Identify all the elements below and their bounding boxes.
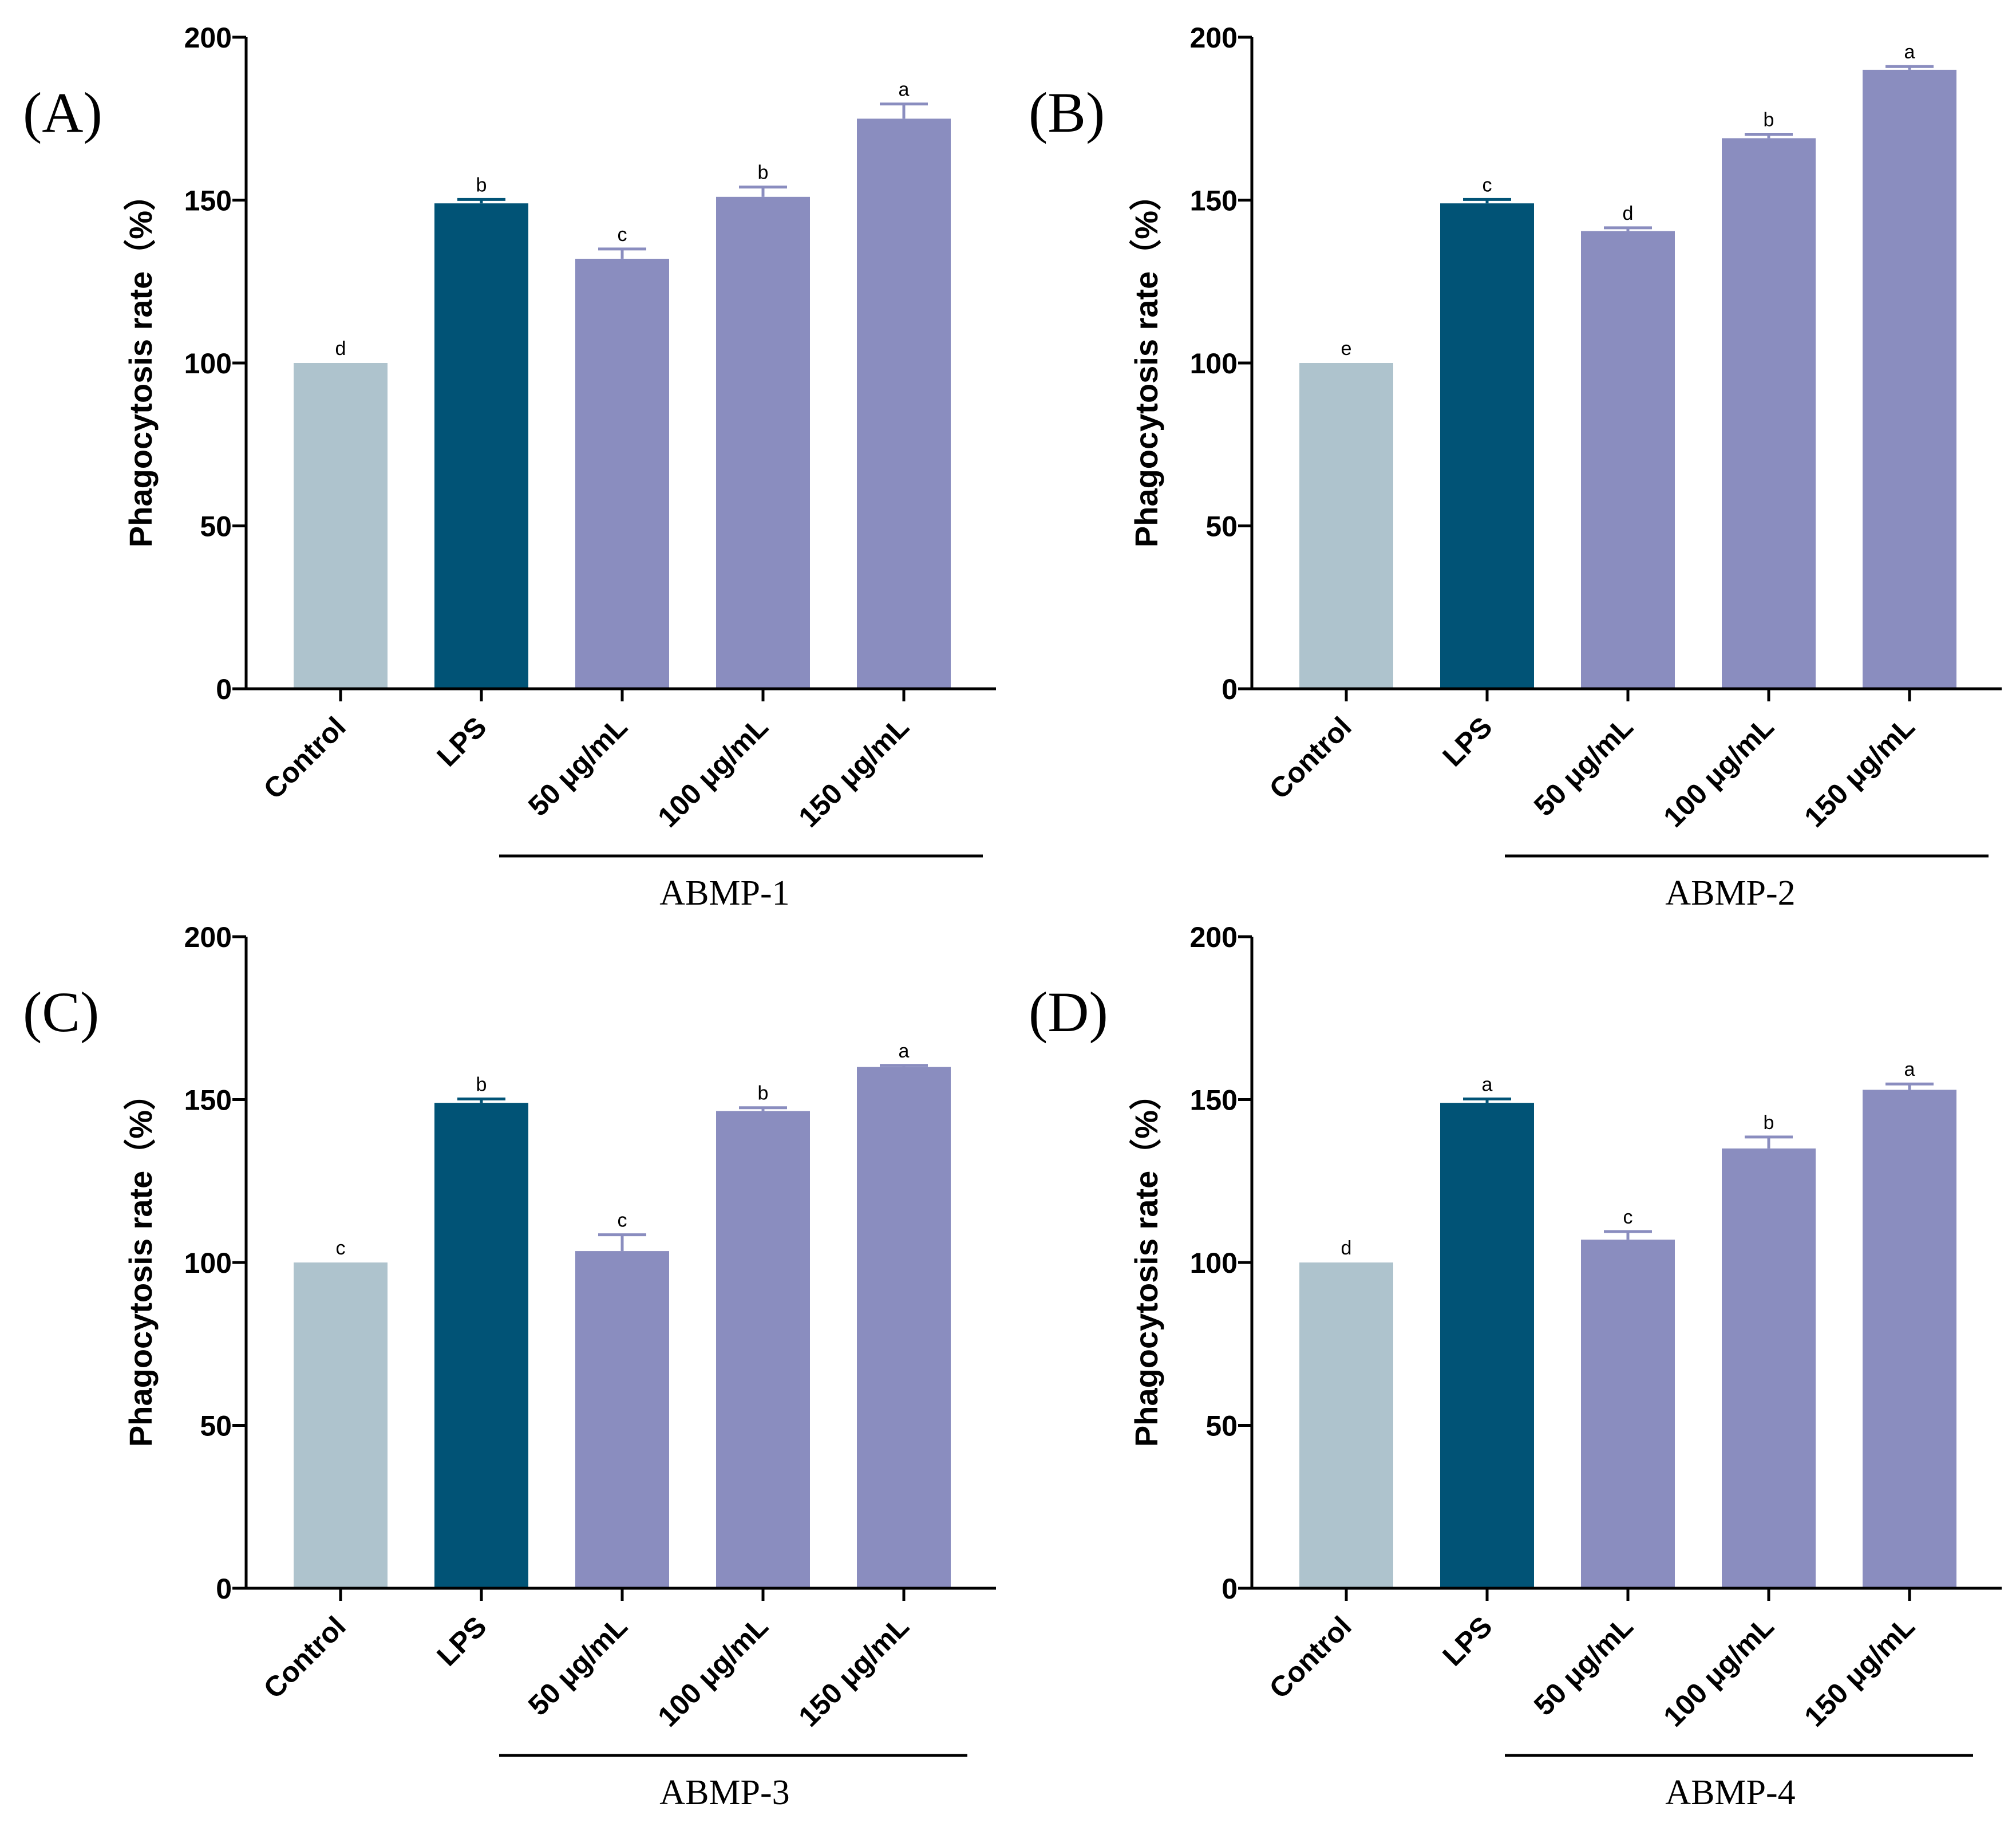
x-category-label: 50 μg/mL xyxy=(1528,711,1639,822)
significance-letter: c xyxy=(618,224,627,246)
bar xyxy=(1440,203,1534,689)
y-tick-label: 50 xyxy=(200,511,232,543)
x-category-label: LPS xyxy=(1436,1610,1498,1672)
significance-letter: b xyxy=(476,1074,487,1095)
panel-label: (D) xyxy=(1029,980,1108,1044)
bar xyxy=(575,1251,669,1588)
significance-letter: a xyxy=(899,79,910,101)
x-category-label: 100 μg/mL xyxy=(651,711,774,833)
x-category-label: LPS xyxy=(1436,711,1498,772)
x-category-label: 100 μg/mL xyxy=(651,1610,774,1733)
significance-letter: a xyxy=(1904,1059,1915,1080)
y-axis-title: Phagocytosis rate（%） xyxy=(122,179,159,547)
group-label: ABMP-3 xyxy=(659,1773,789,1812)
significance-letter: c xyxy=(1623,1206,1633,1228)
x-category-label: Control xyxy=(258,711,352,805)
bar xyxy=(1722,138,1816,689)
significance-letter: b xyxy=(476,174,487,196)
significance-letter: c xyxy=(1483,174,1492,196)
bar xyxy=(1299,363,1393,689)
y-tick-label: 0 xyxy=(1222,673,1238,705)
significance-letter: a xyxy=(899,1040,910,1062)
bar xyxy=(434,1103,528,1588)
significance-letter: b xyxy=(758,162,769,184)
x-category-label: 150 μg/mL xyxy=(792,711,915,833)
bar xyxy=(716,196,810,689)
chart-panel-b: (B) Phagocytosis rate（%） e c d b a 0 50 100 150 200… xyxy=(1029,22,2002,913)
y-axis-title: Phagocytosis rate（%） xyxy=(122,1078,159,1447)
significance-letter: c xyxy=(336,1237,346,1259)
y-tick-label: 100 xyxy=(1190,348,1238,380)
bar xyxy=(1581,231,1675,689)
y-axis-title: Phagocytosis rate（%） xyxy=(1128,1078,1164,1447)
y-tick-label: 200 xyxy=(184,921,232,953)
bar xyxy=(857,119,951,689)
significance-letter: e xyxy=(1341,338,1352,360)
y-tick-label: 100 xyxy=(1190,1247,1238,1279)
panel-label: (A) xyxy=(23,81,102,144)
y-tick-label: 0 xyxy=(1222,1573,1238,1605)
bar xyxy=(1863,69,1956,689)
y-tick-label: 150 xyxy=(1190,185,1238,217)
significance-letter: a xyxy=(1482,1074,1493,1095)
group-label: ABMP-4 xyxy=(1665,1773,1795,1812)
y-tick-label: 50 xyxy=(1205,511,1238,543)
x-category-label: Control xyxy=(258,1610,352,1704)
x-category-label: Control xyxy=(1263,1610,1358,1704)
y-tick-label: 0 xyxy=(216,673,232,705)
x-category-label: 150 μg/mL xyxy=(1798,711,1920,833)
significance-letter: b xyxy=(1764,1112,1774,1134)
bar xyxy=(1722,1148,1816,1588)
x-category-label: Control xyxy=(1263,711,1358,805)
significance-letter: d xyxy=(1341,1237,1352,1259)
significance-letter: b xyxy=(1764,109,1774,131)
bar xyxy=(294,363,388,689)
panel-label: (C) xyxy=(23,980,99,1044)
panel-label: (B) xyxy=(1029,81,1105,144)
bar xyxy=(294,1262,388,1588)
bar xyxy=(1581,1240,1675,1588)
y-tick-label: 50 xyxy=(200,1410,232,1442)
significance-letter: c xyxy=(618,1210,627,1232)
bar xyxy=(716,1111,810,1588)
chart-panel-c: (C) Phagocytosis rate（%） c b c b a 0 50 100 150 200… xyxy=(23,921,996,1812)
x-category-label: 50 μg/mL xyxy=(522,711,634,822)
y-tick-label: 150 xyxy=(1190,1084,1238,1116)
y-tick-label: 0 xyxy=(216,1573,232,1605)
chart-panel-d: (D) Phagocytosis rate（%） d a c b a 0 50 100 150 200… xyxy=(1029,921,2002,1812)
y-tick-label: 100 xyxy=(184,1247,232,1279)
significance-letter: a xyxy=(1904,41,1915,63)
group-label: ABMP-2 xyxy=(1665,874,1795,913)
bar xyxy=(857,1067,951,1588)
x-category-label: 50 μg/mL xyxy=(1528,1610,1639,1722)
y-tick-label: 200 xyxy=(184,22,232,54)
y-tick-label: 200 xyxy=(1190,22,1238,54)
y-tick-label: 150 xyxy=(184,1084,232,1116)
x-category-label: LPS xyxy=(430,1610,492,1672)
x-category-label: 100 μg/mL xyxy=(1657,711,1780,833)
x-category-label: 100 μg/mL xyxy=(1657,1610,1780,1733)
y-tick-label: 200 xyxy=(1190,921,1238,953)
x-category-label: 150 μg/mL xyxy=(1798,1610,1920,1733)
bar xyxy=(434,203,528,689)
y-tick-label: 150 xyxy=(184,185,232,217)
x-category-label: LPS xyxy=(430,711,492,772)
group-label: ABMP-1 xyxy=(659,874,789,913)
y-axis-title: Phagocytosis rate（%） xyxy=(1128,179,1164,547)
y-tick-label: 100 xyxy=(184,348,232,380)
bar xyxy=(1863,1090,1956,1588)
significance-letter: d xyxy=(1623,203,1634,224)
x-category-label: 50 μg/mL xyxy=(522,1610,634,1722)
bar xyxy=(1440,1103,1534,1588)
bar xyxy=(1299,1262,1393,1588)
significance-letter: b xyxy=(758,1083,769,1104)
bar xyxy=(575,258,669,689)
x-category-label: 150 μg/mL xyxy=(792,1610,915,1733)
y-tick-label: 50 xyxy=(1205,1410,1238,1442)
significance-letter: d xyxy=(335,338,346,360)
chart-panel-a: (A) Phagocytosis rate（%） d b c b a 0 50 100 150 200… xyxy=(23,22,996,913)
